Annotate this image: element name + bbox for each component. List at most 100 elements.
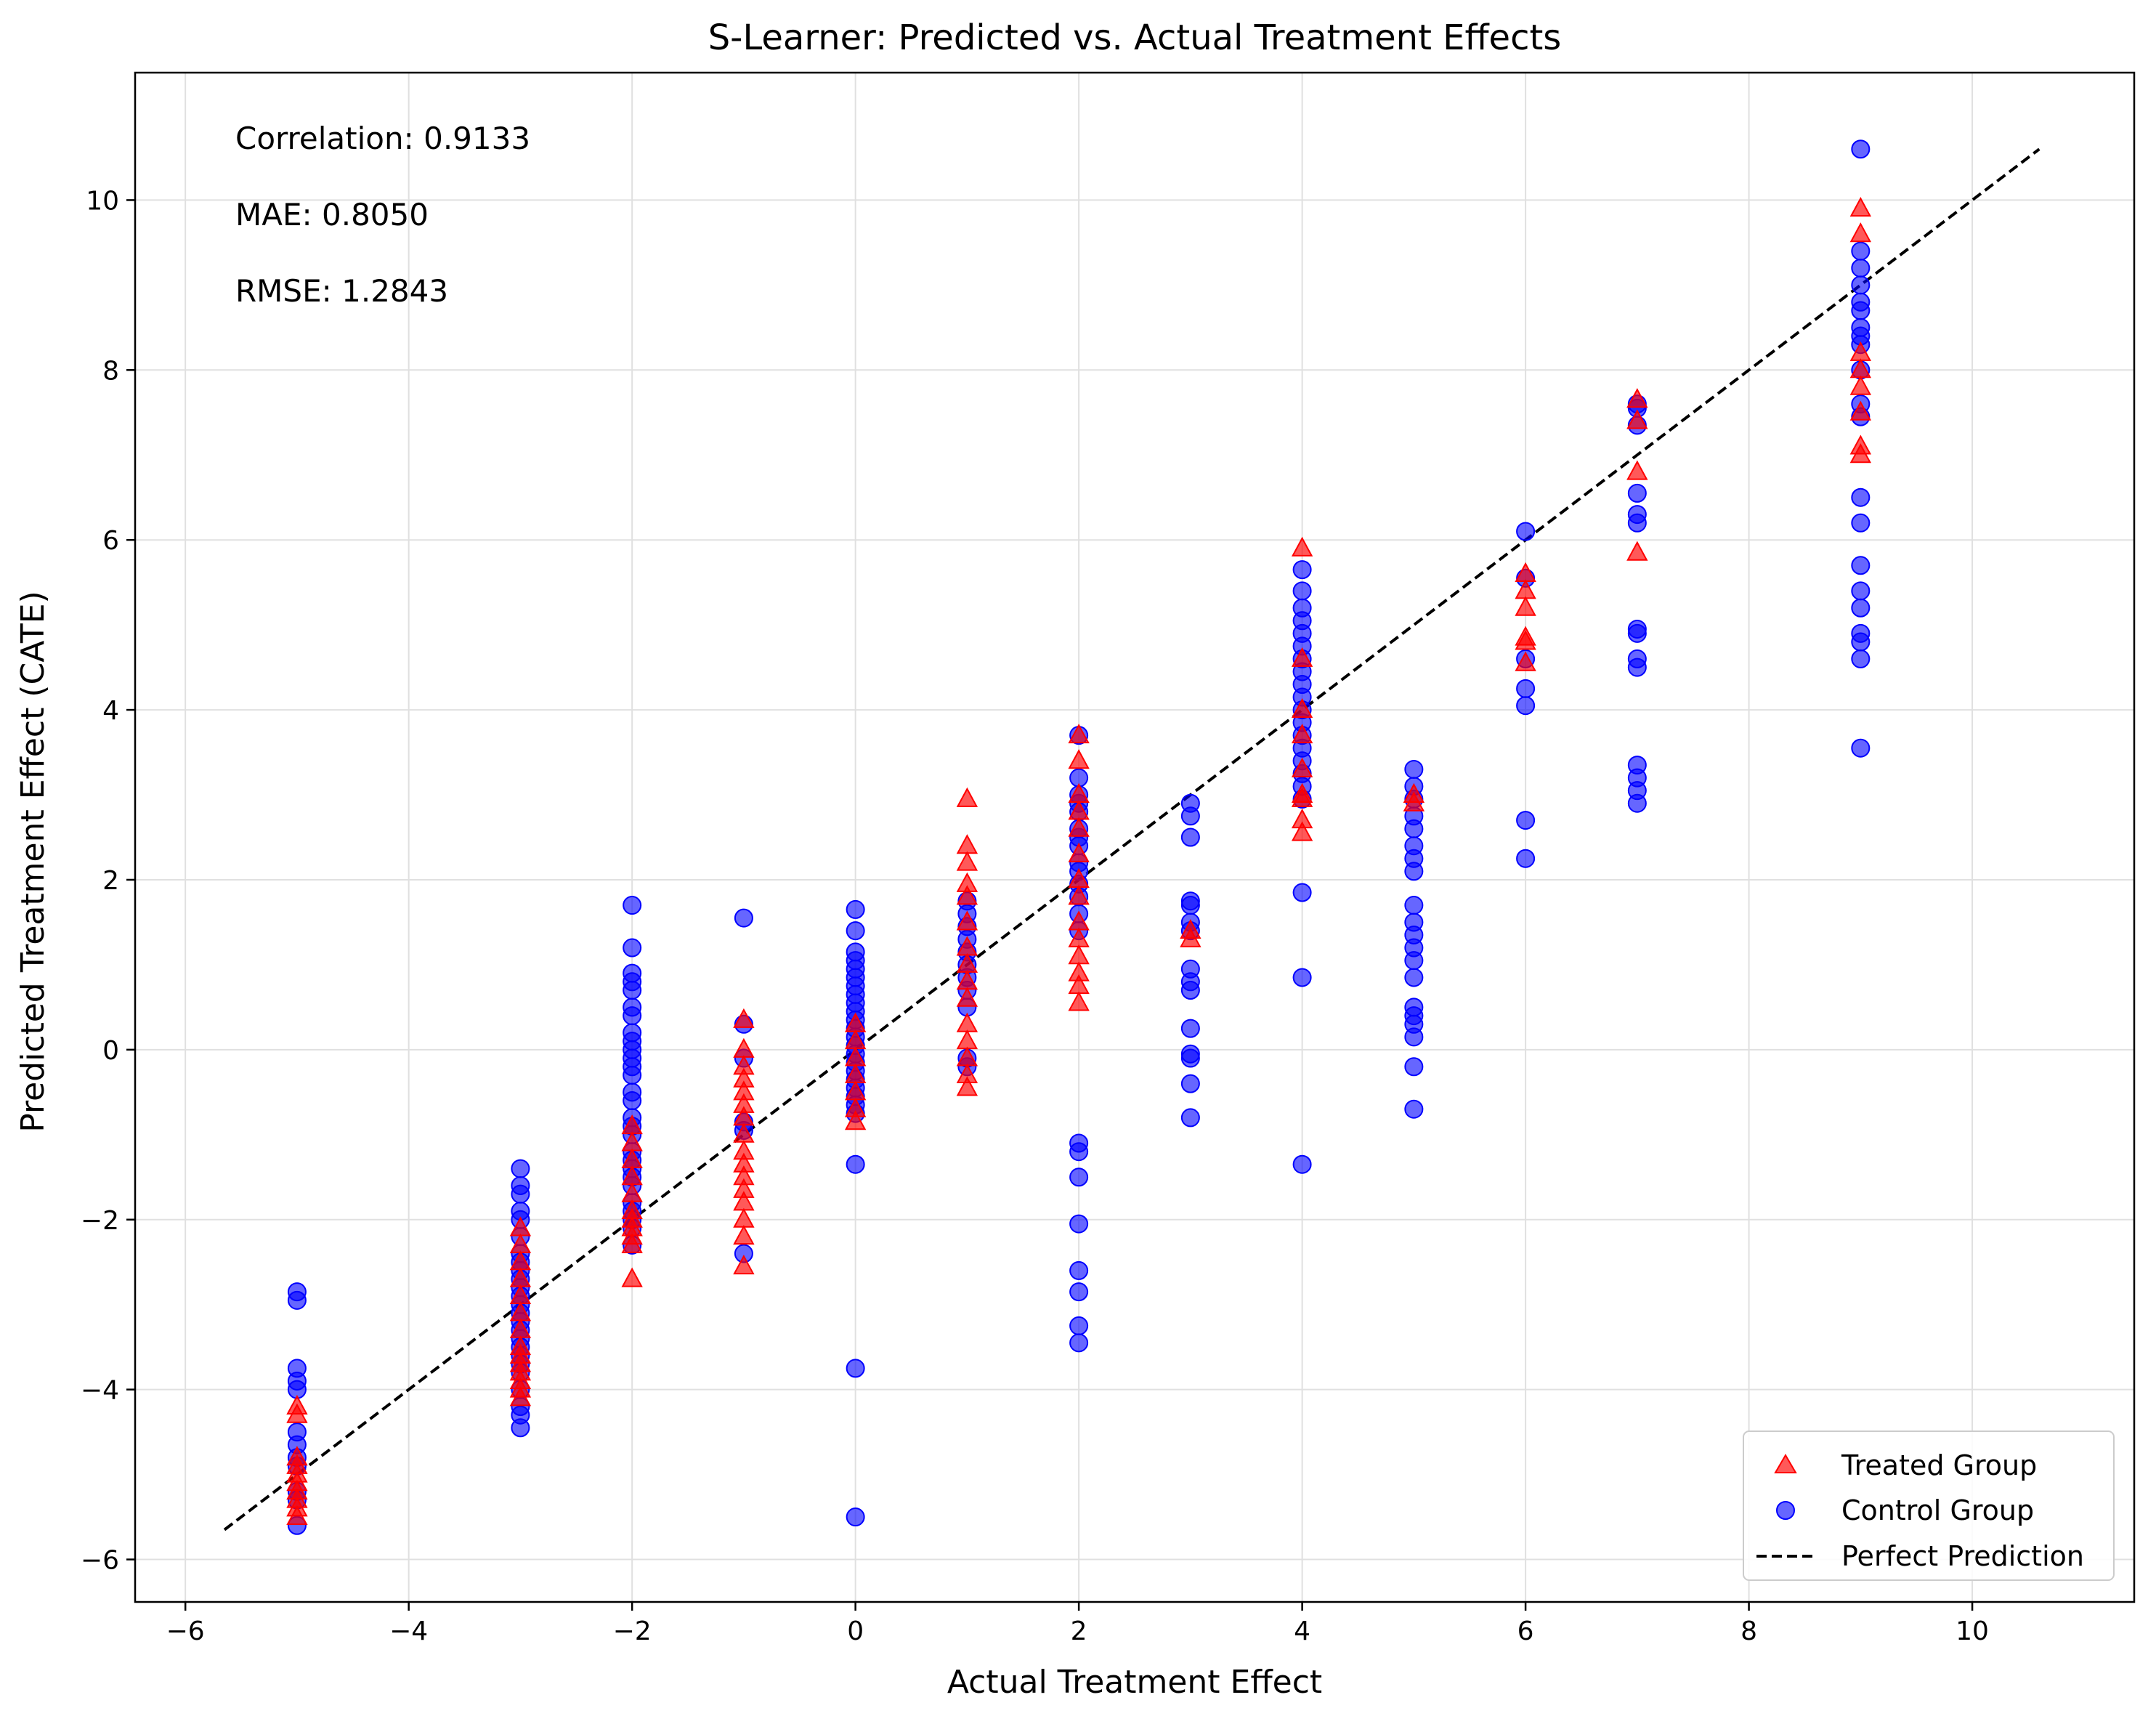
treated-point	[621, 1267, 643, 1287]
control-point	[846, 1154, 865, 1174]
treated-point	[286, 1403, 308, 1423]
treated-point	[844, 1110, 867, 1130]
control-point	[1851, 738, 1871, 758]
control-point	[1069, 1260, 1089, 1280]
y-tick-label: −2	[81, 1206, 119, 1236]
control-point	[1180, 981, 1200, 1000]
treated-point	[1291, 821, 1313, 841]
legend-treated-label: Treated Group	[1841, 1449, 2037, 1481]
control-point	[1404, 1057, 1424, 1077]
control-point	[1292, 560, 1312, 580]
treated-point	[956, 851, 978, 871]
legend-control-marker	[1776, 1501, 1795, 1520]
x-tick-label: 6	[1517, 1616, 1534, 1646]
y-tick-label: −4	[81, 1376, 119, 1406]
correlation-annotation: Correlation: 0.9133	[235, 121, 530, 156]
control-point	[1851, 275, 1871, 295]
treated-point	[733, 1225, 755, 1245]
control-point	[623, 1091, 642, 1111]
control-point	[1069, 1282, 1089, 1302]
control-point	[1851, 649, 1871, 668]
y-tick-label: 0	[102, 1036, 119, 1066]
control-point	[1180, 806, 1200, 826]
x-tick-label: −4	[389, 1616, 428, 1646]
x-tick-label: 0	[847, 1616, 864, 1646]
control-point	[1180, 1074, 1200, 1093]
control-point	[1404, 968, 1424, 987]
legend-control-label: Control Group	[1841, 1494, 2034, 1526]
treated-point	[1626, 388, 1648, 408]
control-point	[1292, 581, 1312, 601]
treated-point	[733, 1008, 755, 1028]
control-point	[1516, 679, 1536, 698]
control-point	[1404, 896, 1424, 915]
treated-point	[1291, 647, 1313, 667]
treated-point	[1515, 651, 1536, 671]
treated-point	[1291, 536, 1313, 557]
treated-point	[1068, 842, 1090, 862]
treated-series	[286, 197, 1872, 1526]
control-point	[287, 1290, 307, 1310]
chart-title: S-Learner: Predicted vs. Actual Treatmen…	[708, 17, 1562, 58]
control-point	[1404, 1099, 1424, 1119]
control-point	[1069, 1142, 1089, 1162]
control-point	[1851, 581, 1871, 601]
axis-ticks: −6 −4 −2 0 2 4 6 8 10 −6 −4 −2 0 2 4 6 8 10	[81, 186, 1989, 1646]
treated-point	[1849, 400, 1872, 421]
treated-point	[956, 987, 978, 1007]
x-tick-label: 8	[1740, 1616, 1757, 1646]
treated-point	[1068, 749, 1090, 769]
control-point	[1851, 513, 1871, 533]
control-point	[1851, 598, 1871, 618]
control-point	[846, 921, 865, 941]
treated-point	[1626, 541, 1648, 561]
control-point	[1851, 487, 1871, 507]
treated-point	[956, 1076, 978, 1096]
control-point	[1516, 811, 1536, 830]
y-tick-label: 8	[102, 356, 119, 386]
legend-box	[1743, 1430, 2115, 1581]
control-point	[1180, 896, 1200, 915]
y-tick-label: 2	[102, 866, 119, 896]
control-point	[1627, 513, 1647, 533]
y-tick-label: 4	[102, 696, 119, 726]
control-point	[1180, 1019, 1200, 1038]
control-point	[623, 1006, 642, 1026]
control-point	[511, 1184, 530, 1204]
y-tick-label: 10	[86, 186, 119, 216]
treated-point	[956, 787, 978, 807]
control-point	[1851, 139, 1871, 159]
control-point	[1069, 1167, 1089, 1187]
mae-annotation: MAE: 0.8050	[235, 197, 429, 232]
x-tick-label: 10	[1956, 1616, 1989, 1646]
treated-point	[1068, 817, 1090, 837]
control-point	[1627, 483, 1647, 503]
treated-point	[286, 1505, 308, 1526]
control-point	[846, 1508, 865, 1527]
control-point	[1180, 827, 1200, 847]
treated-point	[733, 1254, 755, 1275]
control-point	[1851, 241, 1871, 261]
control-point	[1180, 1048, 1200, 1068]
treated-point	[1291, 787, 1313, 807]
control-point	[1069, 1214, 1089, 1234]
control-point	[511, 1159, 530, 1178]
treated-point	[956, 885, 978, 905]
treated-point	[1403, 791, 1425, 812]
control-point	[1404, 759, 1424, 779]
control-point	[1292, 1154, 1312, 1174]
legend-reference-label: Perfect Prediction	[1841, 1540, 2084, 1572]
control-point	[734, 908, 753, 928]
treated-point	[1180, 927, 1201, 947]
treated-point	[1515, 596, 1536, 616]
control-point	[1069, 1333, 1089, 1353]
treated-point	[1849, 443, 1872, 464]
x-tick-label: −2	[613, 1616, 652, 1646]
x-tick-label: 2	[1071, 1616, 1087, 1646]
treated-point	[1068, 885, 1090, 905]
control-point	[1627, 623, 1647, 643]
control-point	[846, 1359, 865, 1378]
y-axis-label: Predicted Treatment Effect (CATE)	[15, 591, 52, 1132]
legend-treated-marker	[1774, 1454, 1797, 1473]
